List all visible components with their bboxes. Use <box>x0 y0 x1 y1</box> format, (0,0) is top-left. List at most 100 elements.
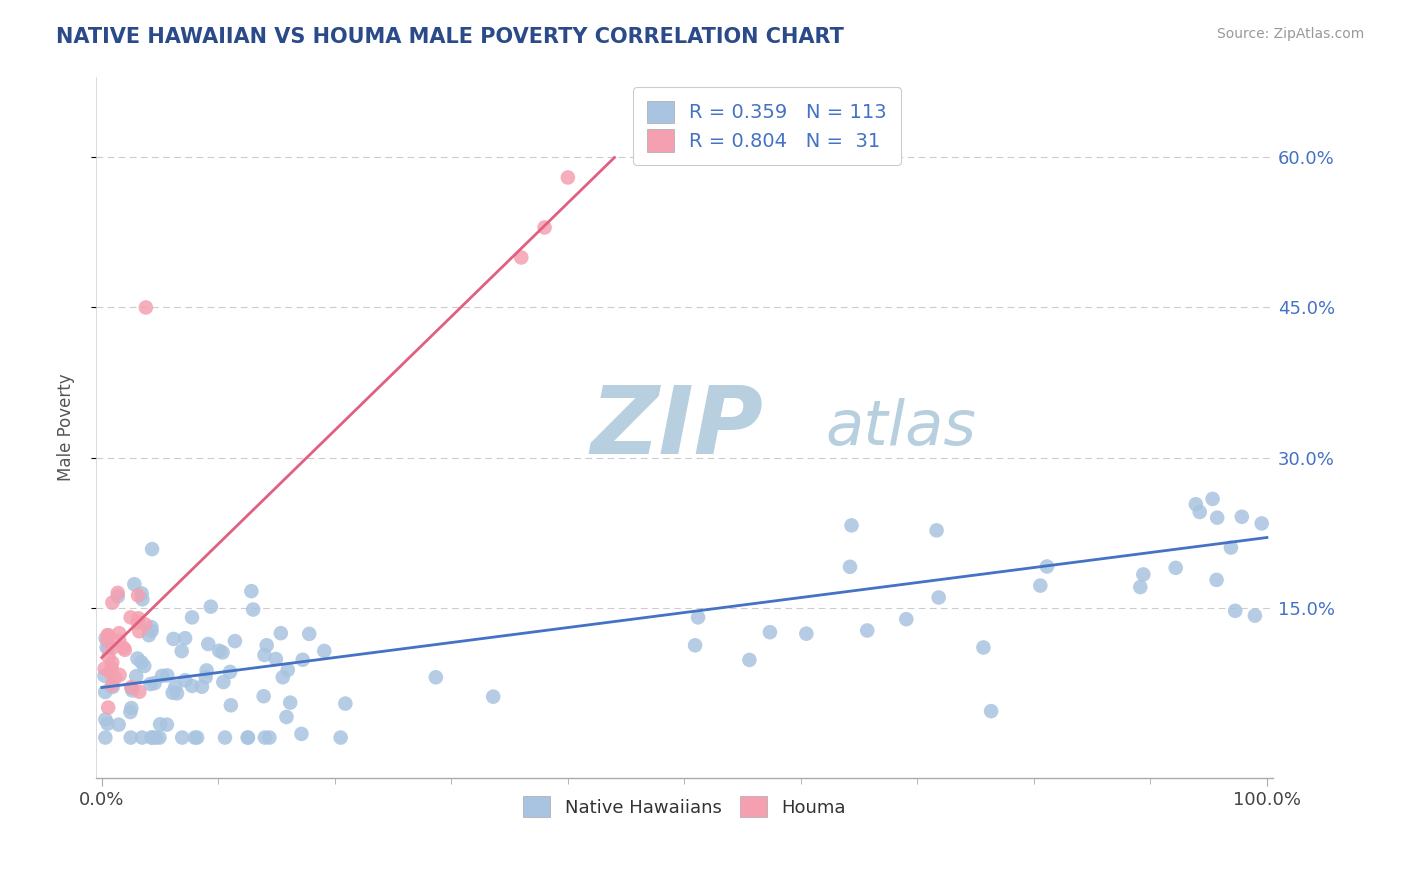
Text: ZIP: ZIP <box>591 382 763 474</box>
Point <box>97 700 120 714</box>
Point <box>208 644 231 658</box>
Point <box>533 220 555 235</box>
Point <box>181 610 204 624</box>
Point <box>839 559 862 574</box>
Point <box>557 170 579 185</box>
Point <box>127 611 149 625</box>
Point <box>156 717 179 731</box>
Point <box>264 652 287 666</box>
Point <box>796 626 818 640</box>
Point <box>211 645 233 659</box>
Point <box>124 577 146 591</box>
Point <box>253 648 276 662</box>
Point <box>686 610 709 624</box>
Point <box>120 705 142 719</box>
Point <box>1164 561 1187 575</box>
Point <box>314 644 336 658</box>
Y-axis label: Male Poverty: Male Poverty <box>58 374 75 482</box>
Point <box>93 669 115 683</box>
Point <box>683 638 706 652</box>
Point <box>125 669 148 683</box>
Point <box>166 686 188 700</box>
Point <box>108 626 131 640</box>
Point <box>128 685 150 699</box>
Point <box>181 679 204 693</box>
Point <box>1129 580 1152 594</box>
Point <box>186 731 208 745</box>
Point <box>1188 505 1211 519</box>
Point <box>1219 541 1241 555</box>
Point <box>925 524 948 538</box>
Point <box>131 731 153 745</box>
Point <box>97 628 120 642</box>
Point <box>149 717 172 731</box>
Point <box>131 655 153 669</box>
Point <box>980 704 1002 718</box>
Point <box>101 656 124 670</box>
Point <box>135 301 157 315</box>
Point <box>162 632 184 646</box>
Point <box>156 668 179 682</box>
Point <box>253 689 276 703</box>
Point <box>100 661 122 675</box>
Point <box>759 625 782 640</box>
Point <box>127 615 149 630</box>
Point <box>841 518 863 533</box>
Point <box>104 671 127 685</box>
Point <box>425 670 447 684</box>
Point <box>94 712 117 726</box>
Point <box>93 662 115 676</box>
Point <box>738 653 761 667</box>
Point <box>1250 516 1272 531</box>
Point <box>174 673 197 688</box>
Point <box>101 640 124 655</box>
Point <box>94 632 117 646</box>
Point <box>277 663 299 677</box>
Point <box>145 731 167 745</box>
Point <box>195 664 218 678</box>
Point <box>120 731 142 745</box>
Point <box>120 701 142 715</box>
Point <box>197 637 219 651</box>
Point <box>97 649 120 664</box>
Point <box>101 678 124 692</box>
Point <box>134 617 156 632</box>
Point <box>972 640 994 655</box>
Point <box>1205 573 1227 587</box>
Point <box>127 588 149 602</box>
Point <box>141 731 163 745</box>
Point <box>134 659 156 673</box>
Point <box>1029 578 1052 592</box>
Point <box>97 716 120 731</box>
Point <box>270 626 292 640</box>
Point <box>107 586 129 600</box>
Text: NATIVE HAWAIIAN VS HOUMA MALE POVERTY CORRELATION CHART: NATIVE HAWAIIAN VS HOUMA MALE POVERTY CO… <box>56 27 844 46</box>
Point <box>96 640 118 655</box>
Point <box>1132 567 1154 582</box>
Point <box>141 624 163 638</box>
Point <box>143 676 166 690</box>
Point <box>120 681 142 695</box>
Point <box>121 680 143 694</box>
Text: Source: ZipAtlas.com: Source: ZipAtlas.com <box>1216 27 1364 41</box>
Point <box>184 731 207 745</box>
Point <box>141 542 163 557</box>
Point <box>219 698 242 713</box>
Point <box>214 731 236 745</box>
Point <box>928 591 950 605</box>
Point <box>172 731 194 745</box>
Point <box>141 620 163 634</box>
Point <box>242 602 264 616</box>
Point <box>290 727 312 741</box>
Point <box>1206 510 1229 524</box>
Point <box>271 670 294 684</box>
Point <box>194 670 217 684</box>
Point <box>127 651 149 665</box>
Point <box>138 628 160 642</box>
Point <box>212 675 235 690</box>
Point <box>97 640 120 655</box>
Point <box>174 631 197 645</box>
Point <box>128 624 150 639</box>
Point <box>150 669 173 683</box>
Point <box>240 584 263 599</box>
